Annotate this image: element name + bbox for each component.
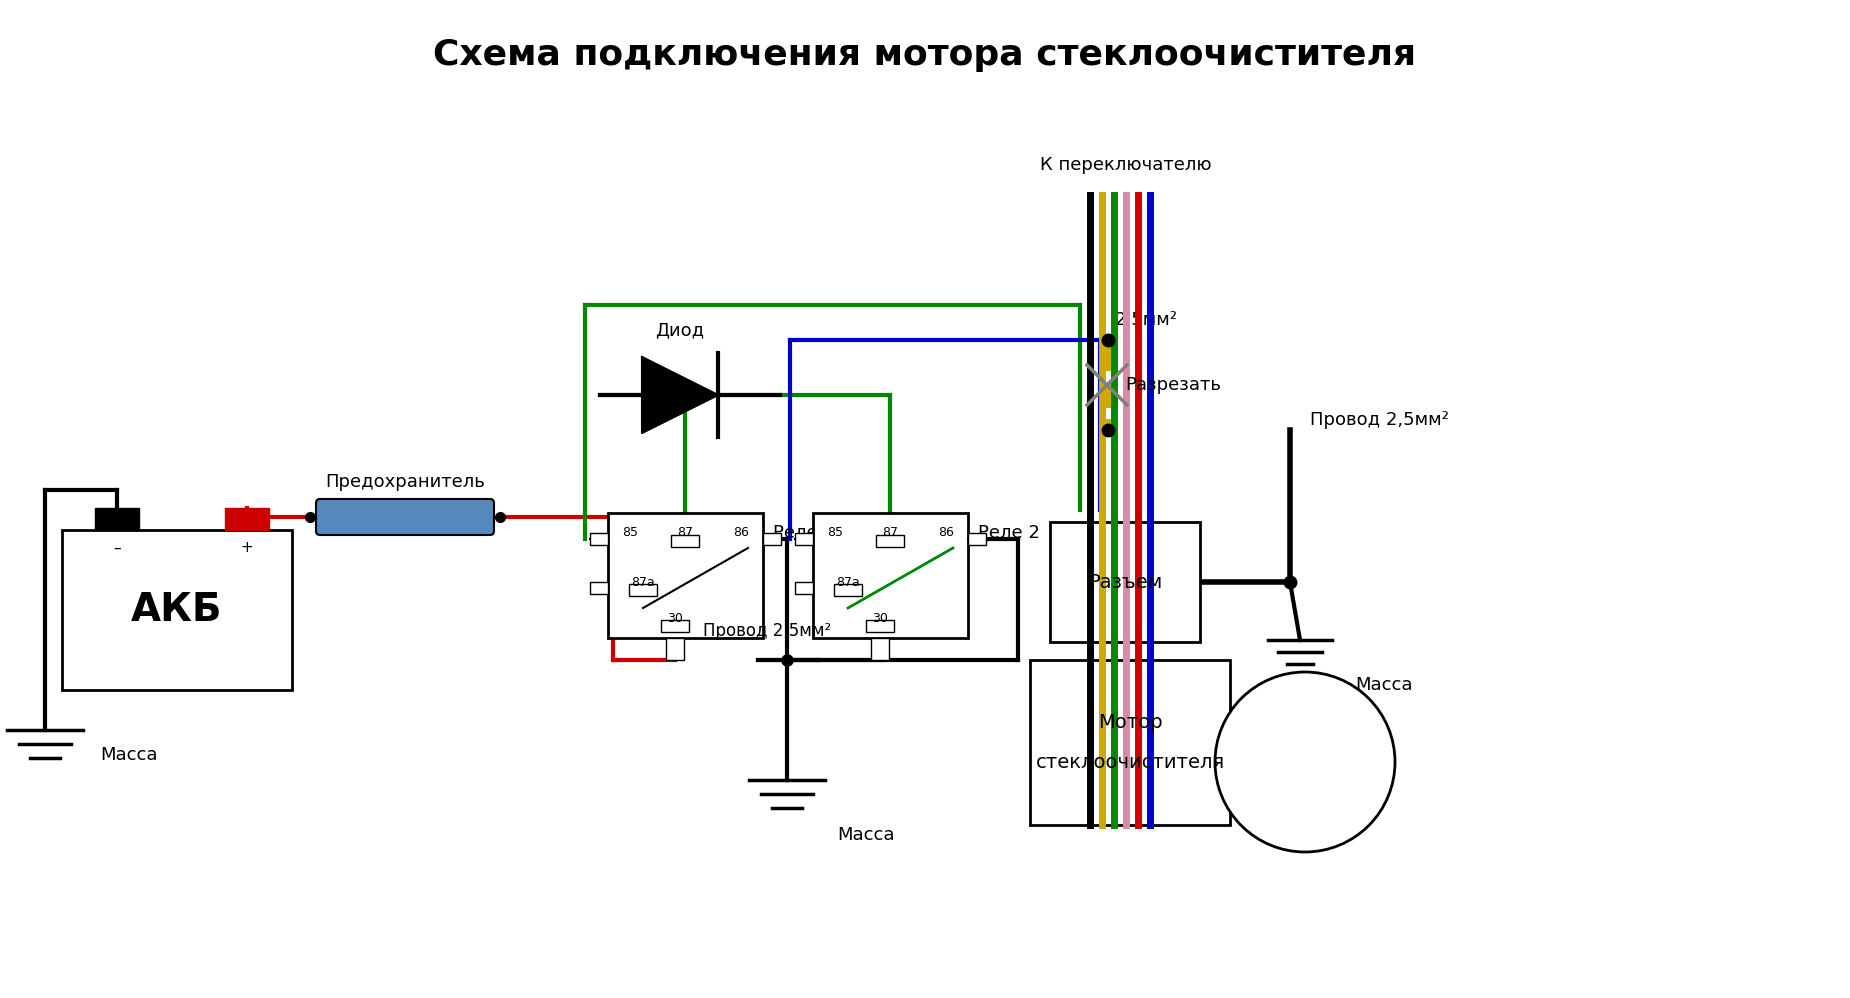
Bar	[63, 530, 292, 690]
Bar	[796, 533, 812, 545]
Text: Разрезать: Разрезать	[1125, 376, 1221, 394]
Bar	[672, 535, 699, 547]
Text: 86: 86	[733, 527, 749, 540]
Text: –: –	[113, 541, 120, 556]
Bar	[590, 533, 609, 545]
Text: 85: 85	[827, 527, 844, 540]
Bar	[666, 638, 684, 660]
Text: Масса: Масса	[100, 746, 157, 764]
Bar	[629, 584, 657, 596]
Bar	[866, 620, 894, 632]
Bar	[660, 620, 688, 632]
Text: Масса: Масса	[836, 826, 895, 844]
Text: Разъем: Разъем	[1088, 573, 1162, 592]
Text: Предохранитель: Предохранитель	[326, 473, 485, 491]
Text: Диод: Диод	[655, 321, 705, 339]
Text: 30: 30	[668, 612, 683, 625]
Bar	[226, 508, 268, 530]
Bar	[609, 513, 762, 638]
Text: Провод 2,5мм²: Провод 2,5мм²	[703, 622, 831, 640]
Text: 87: 87	[677, 527, 694, 540]
Bar	[968, 533, 986, 545]
Text: К переключателю: К переключателю	[1040, 156, 1212, 174]
Text: 87: 87	[882, 527, 897, 540]
Text: Масса: Масса	[1354, 676, 1413, 694]
Text: Схема подключения мотора стеклоочистителя: Схема подключения мотора стеклоочистител…	[433, 38, 1417, 72]
Text: Мотор: Мотор	[1097, 713, 1162, 732]
Bar	[762, 533, 781, 545]
Text: 30: 30	[871, 612, 888, 625]
Text: Реле 2: Реле 2	[979, 524, 1040, 542]
Polygon shape	[642, 357, 718, 433]
Bar	[796, 582, 812, 594]
Bar	[871, 638, 890, 660]
Text: 86: 86	[938, 527, 955, 540]
Text: АКБ: АКБ	[131, 591, 222, 629]
Bar	[834, 584, 862, 596]
Circle shape	[1215, 672, 1395, 852]
Text: +: +	[240, 541, 253, 556]
Text: стеклоочистителя: стеклоочистителя	[1036, 752, 1225, 771]
Bar	[877, 535, 905, 547]
Bar	[94, 508, 139, 530]
Bar	[590, 582, 609, 594]
Bar	[1051, 522, 1201, 642]
FancyBboxPatch shape	[316, 499, 494, 535]
Text: Провод 2,5мм²: Провод 2,5мм²	[1310, 411, 1449, 429]
Bar	[1030, 660, 1230, 825]
Text: 2,5мм²: 2,5мм²	[1116, 311, 1178, 329]
Bar	[812, 513, 968, 638]
Text: 87a: 87a	[836, 576, 860, 589]
Text: Реле 1: Реле 1	[773, 524, 834, 542]
Text: 85: 85	[622, 527, 638, 540]
Text: 87a: 87a	[631, 576, 655, 589]
